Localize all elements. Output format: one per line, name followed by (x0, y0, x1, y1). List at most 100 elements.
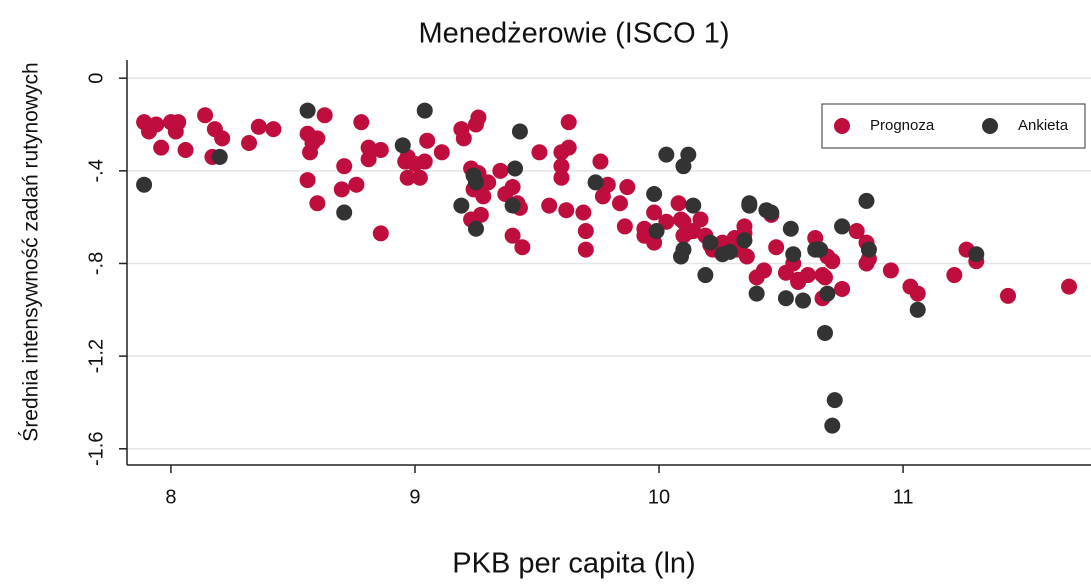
point (309, 195, 326, 212)
point (511, 123, 528, 140)
point (819, 285, 836, 302)
point (685, 223, 702, 240)
point (299, 172, 316, 189)
x-tick-label: 9 (409, 486, 420, 508)
y-tick-label: -1.6 (85, 432, 107, 466)
point (816, 324, 833, 341)
point (553, 169, 570, 186)
x-tick-label: 11 (893, 486, 914, 508)
point (755, 262, 772, 279)
point (416, 102, 433, 119)
x-tick-label: 8 (165, 486, 176, 508)
point (741, 195, 758, 212)
point (738, 248, 755, 265)
point (697, 267, 714, 284)
point (721, 243, 738, 260)
point (241, 135, 258, 152)
point (736, 218, 753, 235)
point (611, 195, 628, 212)
y-tick-label: -1.2 (85, 339, 107, 373)
point (560, 139, 577, 156)
point (824, 417, 841, 434)
point (680, 146, 697, 163)
point (419, 132, 436, 149)
point (795, 292, 812, 309)
point (467, 220, 484, 237)
point (782, 220, 799, 237)
point (336, 204, 353, 221)
point (768, 239, 785, 256)
point (599, 176, 616, 193)
point (968, 246, 985, 263)
point (909, 301, 926, 318)
legend-marker (834, 118, 850, 134)
point (541, 197, 558, 214)
point (812, 241, 829, 258)
point (816, 269, 833, 286)
point (475, 188, 492, 205)
point (348, 176, 365, 193)
point (360, 151, 377, 168)
point (177, 141, 194, 158)
point (480, 174, 497, 191)
point (197, 107, 214, 124)
point (504, 179, 521, 196)
point (531, 144, 548, 161)
point (372, 141, 389, 158)
legend-label: Ankieta (1018, 117, 1069, 134)
point (799, 267, 816, 284)
point (848, 223, 865, 240)
point (692, 211, 709, 228)
point (577, 241, 594, 258)
point (1061, 278, 1078, 295)
point (834, 280, 851, 297)
point (736, 232, 753, 249)
point (646, 204, 663, 221)
point (514, 239, 531, 256)
point (399, 169, 416, 186)
point (455, 130, 472, 147)
point (336, 158, 353, 175)
point (592, 153, 609, 170)
point (648, 223, 665, 240)
point (211, 148, 228, 165)
point (909, 285, 926, 302)
y-tick-label: 0 (85, 73, 107, 84)
point (411, 169, 428, 186)
point (558, 202, 575, 219)
point (265, 121, 282, 138)
point (616, 218, 633, 235)
point (250, 118, 267, 135)
point (882, 262, 899, 279)
point (702, 234, 719, 251)
point (619, 179, 636, 196)
point (507, 160, 524, 177)
point (834, 218, 851, 235)
legend-box (821, 103, 1086, 149)
point (316, 107, 333, 124)
point (353, 114, 370, 131)
legend-marker (982, 118, 998, 134)
y-tick-label: -.4 (85, 159, 107, 182)
point (685, 197, 702, 214)
y-axis-label: Średnia intensywność zadań rutynowych (19, 62, 43, 441)
point (858, 192, 875, 209)
point (860, 241, 877, 258)
point (214, 130, 231, 147)
point (470, 109, 487, 126)
point (748, 285, 765, 302)
point (299, 102, 316, 119)
point (309, 130, 326, 147)
point (467, 174, 484, 191)
point (372, 225, 389, 242)
point (785, 246, 802, 263)
point (416, 153, 433, 170)
point (575, 204, 592, 221)
point (763, 204, 780, 221)
chart-title: Menedżerowie (ISCO 1) (418, 18, 729, 50)
x-tick-label: 10 (648, 486, 670, 508)
point (672, 248, 689, 265)
legend-label: Prognoza (870, 117, 935, 134)
point (777, 290, 794, 307)
